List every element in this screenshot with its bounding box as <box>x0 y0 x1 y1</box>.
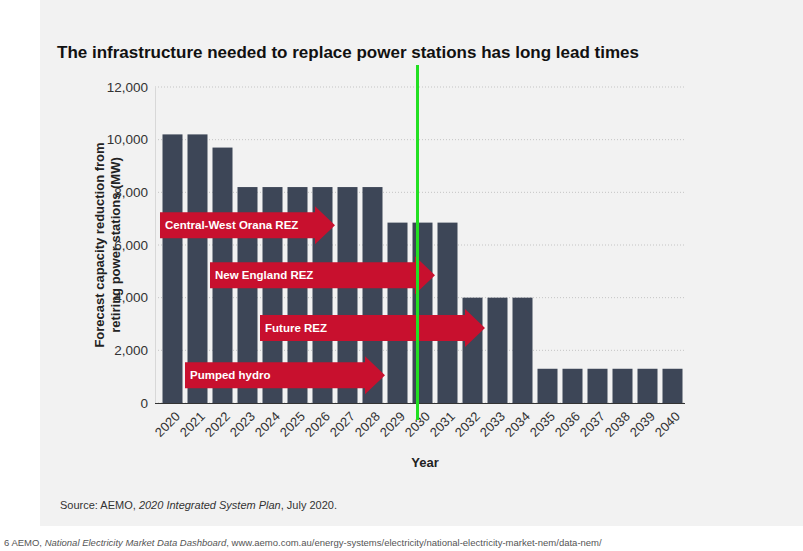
y-tick-label: 0 <box>140 396 148 411</box>
x-tick: 2035 <box>527 403 558 440</box>
annotation-arrow <box>210 256 435 294</box>
y-tick: 2,000 <box>114 343 155 358</box>
grid-line <box>155 87 685 88</box>
bar <box>563 369 583 403</box>
reference-line <box>416 65 419 420</box>
x-tick-label: 2028 <box>352 409 383 440</box>
y-axis-line <box>155 88 156 404</box>
x-tick-label: 2036 <box>552 409 583 440</box>
x-tick-label: 2035 <box>527 409 558 440</box>
x-tick: 2028 <box>352 403 383 440</box>
bar <box>613 369 633 403</box>
x-tick: 2029 <box>377 403 408 440</box>
x-tick: 2038 <box>602 403 633 440</box>
panel-background <box>40 0 803 526</box>
x-tick-label: 2039 <box>627 409 658 440</box>
footnote-part: , www.aemo.com.au/energy-systems/electri… <box>226 537 602 548</box>
y-axis: 02,0004,0006,0008,00010,00012,000 <box>107 80 156 411</box>
y-axis-title-line: Forecast capacity reduction from <box>92 142 107 347</box>
chart-svg: The infrastructure needed to replace pow… <box>0 0 803 551</box>
x-tick-label: 2023 <box>227 409 258 440</box>
annotation-label: Future REZ <box>265 322 327 334</box>
chart-title: The infrastructure needed to replace pow… <box>57 43 639 62</box>
y-axis-title: Forecast capacity reduction fromretiring… <box>92 142 123 347</box>
y-tick: 0 <box>140 396 155 411</box>
x-tick: 2034 <box>502 403 533 440</box>
x-tick: 2033 <box>477 403 508 440</box>
x-tick: 2025 <box>277 403 308 440</box>
x-tick-label: 2034 <box>502 409 533 440</box>
bar <box>163 134 183 403</box>
x-tick: 2023 <box>227 403 258 440</box>
bar <box>588 369 608 403</box>
bar <box>438 223 458 403</box>
x-tick-label: 2027 <box>327 409 358 440</box>
x-tick: 2021 <box>177 403 208 440</box>
source: Source: AEMO, 2020 Integrated System Pla… <box>60 499 337 511</box>
x-tick: 2026 <box>302 403 333 440</box>
y-tick-label: 2,000 <box>114 343 148 358</box>
x-tick: 2020 <box>152 403 183 440</box>
footnote: 6 AEMO, National Electricity Market Data… <box>4 537 602 548</box>
y-tick-label: 10,000 <box>107 132 148 147</box>
x-tick: 2024 <box>252 403 283 440</box>
x-tick-label: 2020 <box>152 409 183 440</box>
annotation-arrow <box>160 206 335 244</box>
x-tick-label: 2032 <box>452 409 483 440</box>
x-tick: 2037 <box>577 403 608 440</box>
bar <box>513 298 533 403</box>
grid-line <box>155 192 685 193</box>
bar <box>638 369 658 403</box>
bar <box>413 223 433 403</box>
y-tick-label: 12,000 <box>107 80 148 95</box>
y-tick: 10,000 <box>107 132 155 147</box>
x-tick: 2036 <box>552 403 583 440</box>
annotation-arrow <box>185 356 385 394</box>
bars <box>163 134 683 403</box>
grid <box>155 87 685 403</box>
annotation-label: Pumped hydro <box>190 369 271 381</box>
footnote-part: 6 AEMO, <box>4 537 45 548</box>
x-tick: 2032 <box>452 403 483 440</box>
x-tick: 2040 <box>652 403 683 440</box>
y-axis-title-line: retiring power stations (MW) <box>108 157 123 333</box>
y-tick: 12,000 <box>107 80 155 95</box>
x-tick-label: 2033 <box>477 409 508 440</box>
x-axis-title: Year <box>411 455 438 470</box>
annotation-label: Central-West Orana REZ <box>165 219 298 231</box>
x-tick-label: 2038 <box>602 409 633 440</box>
bar <box>538 369 558 403</box>
footnote-part: National Electricity Market Data Dashboa… <box>45 537 227 548</box>
annotations: Central-West Orana REZ New England REZ Fut… <box>160 206 485 394</box>
x-axis-line <box>155 403 685 404</box>
x-tick-label: 2026 <box>302 409 333 440</box>
x-tick-label: 2029 <box>377 409 408 440</box>
source-part: , July 2020. <box>281 499 337 511</box>
annotation-arrow <box>260 309 485 347</box>
x-tick: 2022 <box>202 403 233 440</box>
bar <box>488 298 508 403</box>
x-tick: 2027 <box>327 403 358 440</box>
x-tick: 2031 <box>427 403 458 440</box>
source-part: Source: AEMO, <box>60 499 139 511</box>
x-tick-label: 2040 <box>652 409 683 440</box>
x-tick: 2039 <box>627 403 658 440</box>
source-part: 2020 Integrated System Plan <box>138 499 281 511</box>
grid-line <box>155 139 685 140</box>
bar <box>388 223 408 403</box>
x-tick-label: 2031 <box>427 409 458 440</box>
annotation-label: New England REZ <box>215 269 313 281</box>
x-tick-label: 2021 <box>177 409 208 440</box>
x-tick-label: 2025 <box>277 409 308 440</box>
x-tick-label: 2024 <box>252 409 283 440</box>
x-tick-label: 2037 <box>577 409 608 440</box>
x-tick-label: 2022 <box>202 409 233 440</box>
bar <box>663 369 683 403</box>
